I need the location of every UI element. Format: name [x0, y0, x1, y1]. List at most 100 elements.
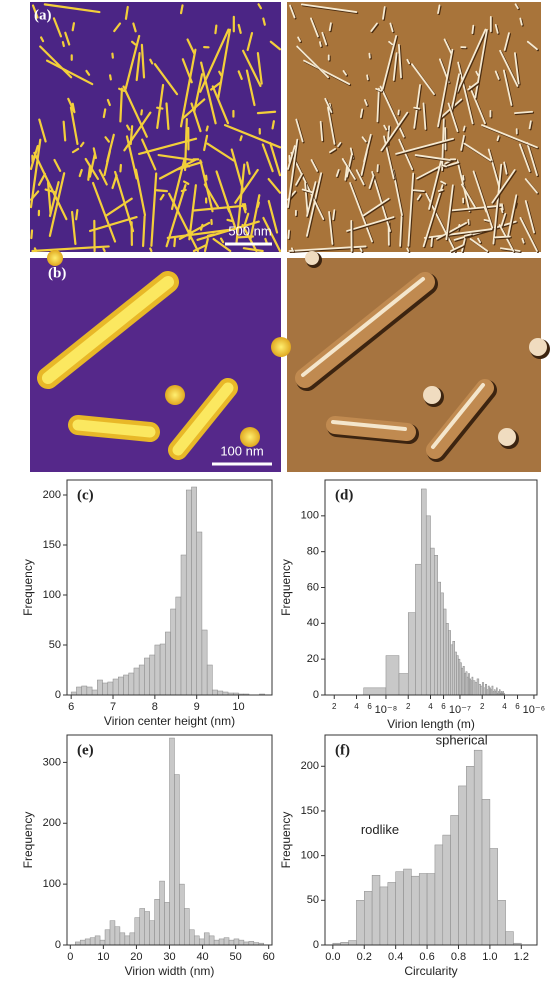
- virion-shadow: [431, 237, 435, 249]
- virion: [297, 36, 301, 42]
- x-tick-label: 1.2: [514, 951, 529, 963]
- virion: [395, 137, 454, 155]
- virion: [521, 237, 525, 244]
- virion: [477, 237, 482, 244]
- virion: [422, 184, 444, 248]
- bar: [134, 917, 140, 946]
- virion: [223, 124, 282, 149]
- bar: [212, 689, 218, 696]
- virion: [519, 217, 538, 252]
- bar: [184, 908, 190, 946]
- virion: [39, 45, 73, 79]
- bar: [129, 932, 136, 946]
- virion: [471, 24, 475, 35]
- y-tick-label: 80: [307, 546, 319, 558]
- bar: [403, 868, 412, 946]
- virion: [206, 233, 215, 237]
- virion-shadow: [464, 234, 473, 238]
- bar: [123, 674, 129, 696]
- virion: [72, 419, 156, 438]
- virion: [295, 173, 303, 186]
- y-tick-label: 100: [301, 510, 319, 522]
- bar: [91, 689, 98, 696]
- virion: [132, 22, 137, 33]
- virion: [183, 118, 188, 172]
- virion: [240, 427, 260, 447]
- bar: [213, 939, 220, 946]
- virion: [411, 63, 435, 96]
- bar: [379, 886, 389, 946]
- y-axis-label: Frequency: [21, 812, 35, 869]
- virion: [335, 169, 340, 177]
- panel-label: (a): [34, 7, 52, 23]
- virion: [193, 73, 204, 113]
- virion-shadow: [336, 170, 341, 179]
- virion-edge: [301, 277, 425, 377]
- virion: [261, 143, 274, 173]
- bar: [238, 939, 245, 946]
- x-axis-label: Circularity: [404, 964, 457, 978]
- bar: [452, 641, 455, 696]
- virion: [192, 204, 247, 212]
- virion: [469, 238, 489, 252]
- virion: [256, 51, 263, 85]
- virion: [199, 28, 230, 93]
- virion: [246, 161, 251, 175]
- virion-edge: [331, 420, 407, 431]
- virion: [245, 69, 256, 107]
- virion: [519, 17, 523, 26]
- bar: [395, 871, 404, 946]
- x-tick-label: 0.0: [325, 951, 340, 963]
- virion-shadow: [493, 164, 504, 246]
- virion: [406, 247, 410, 252]
- bar: [201, 629, 208, 696]
- bar: [448, 630, 451, 696]
- virion: [269, 141, 282, 177]
- virion-shadow: [333, 210, 337, 222]
- virion: [141, 138, 157, 171]
- virion-shadow: [429, 158, 444, 211]
- virion: [499, 49, 519, 87]
- virion: [441, 164, 447, 168]
- bar: [437, 581, 441, 696]
- bar: [217, 690, 224, 696]
- x-axis-label: Virion width (nm): [125, 964, 215, 978]
- virion: [267, 199, 279, 234]
- virion: [492, 163, 503, 245]
- panel-label: (b): [48, 265, 66, 281]
- bar: [196, 531, 203, 696]
- virion: [407, 172, 415, 247]
- virion-shadow: [377, 88, 381, 124]
- x-tick-label: 4: [354, 702, 359, 711]
- virion: [257, 3, 263, 10]
- bar: [180, 554, 187, 696]
- virion: [219, 237, 225, 244]
- virion: [359, 108, 364, 118]
- x-axis-label: Virion length (m): [387, 717, 475, 731]
- virion: [47, 250, 63, 266]
- bar: [203, 932, 210, 946]
- virion: [328, 211, 334, 245]
- virion-shadow: [507, 195, 519, 242]
- virion-shadow: [408, 173, 416, 248]
- x-axis-label: Virion center height (nm): [104, 714, 235, 728]
- virion-shadow: [288, 146, 297, 171]
- virion: [30, 229, 34, 240]
- virion: [103, 150, 111, 177]
- virion: [212, 237, 232, 253]
- virion: [498, 428, 516, 446]
- virion-shadow: [393, 53, 399, 82]
- virion: [287, 138, 299, 208]
- y-tick-label: 100: [43, 878, 61, 890]
- virion: [389, 22, 394, 33]
- virion: [383, 124, 388, 131]
- virion-shadow: [463, 126, 467, 133]
- virion-shadow: [361, 151, 369, 178]
- virion-shadow: [413, 190, 426, 194]
- virion-shadow: [414, 85, 423, 130]
- afm-images: [29, 2, 550, 472]
- x-tick-label: 10⁻⁶: [523, 704, 546, 716]
- virion: [158, 158, 197, 180]
- virion-shadow: [438, 189, 445, 194]
- virion-shadow: [369, 175, 376, 190]
